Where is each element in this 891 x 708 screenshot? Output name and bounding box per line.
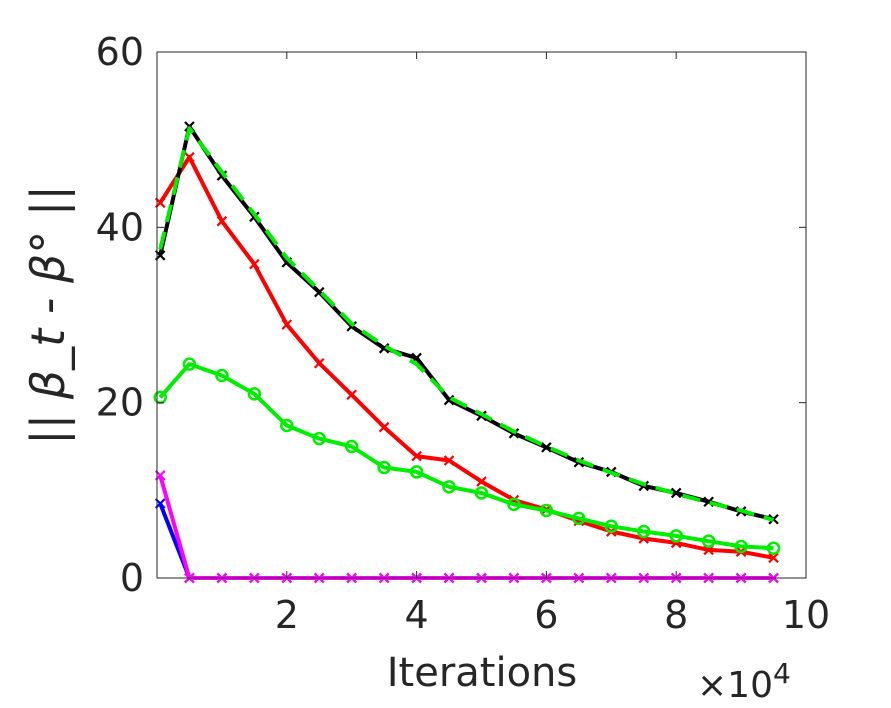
data-point: [443, 455, 455, 466]
data-point: [182, 357, 197, 371]
x-axis-multiplier-base: ×10: [697, 665, 773, 703]
x-axis-label: Iterations: [387, 650, 578, 696]
data-point: [541, 442, 552, 453]
data-point: [344, 439, 359, 454]
ticks-layer: 2 4 6 8 10 0 20 40 60: [96, 30, 831, 637]
data-point: [280, 418, 294, 433]
data-point: [476, 476, 487, 487]
x-axis-multiplier-exponent: 4: [773, 657, 791, 690]
data-point: [669, 529, 683, 543]
series-4: [153, 357, 781, 555]
data-point: [670, 487, 682, 499]
data-point: [442, 480, 456, 494]
x-axis-multiplier: ×104: [697, 657, 791, 703]
y-tick-label: 60: [96, 30, 144, 74]
data-point: [637, 524, 651, 539]
data-point: [539, 503, 554, 518]
data-point: [701, 534, 716, 548]
data-point: [184, 151, 195, 163]
data-point: [249, 258, 260, 270]
data-point: [346, 389, 357, 401]
data-point: [474, 486, 489, 500]
series-line: [158, 126, 775, 523]
x-tick-label: 10: [782, 593, 830, 637]
data-point: [312, 431, 326, 446]
x-tick-label: 8: [664, 593, 688, 637]
data-point: [766, 541, 781, 555]
x-tick-label: 6: [534, 593, 558, 637]
y-tick-label: 40: [96, 205, 144, 249]
data-point: [313, 357, 325, 369]
data-point: [734, 539, 748, 554]
data-point: [409, 465, 424, 479]
plot-area: [157, 52, 806, 578]
data-point: [378, 421, 390, 433]
data-point: [572, 511, 586, 526]
series-line: [158, 155, 774, 560]
series-6: [158, 126, 775, 523]
x-tick-label: 2: [275, 593, 299, 637]
data-point: [215, 368, 229, 383]
y-tick-label: 20: [96, 381, 144, 425]
y-tick-label: 0: [120, 556, 144, 600]
data-point: [281, 319, 293, 330]
x-tick-label: 4: [405, 593, 429, 637]
data-point: [604, 519, 619, 534]
data-point: [216, 215, 228, 227]
data-point: [411, 450, 422, 462]
data-point: [216, 170, 228, 181]
plot-frame: [156, 51, 807, 579]
data-point: [507, 497, 521, 512]
data-point: [768, 552, 779, 564]
data-point: [247, 387, 262, 401]
y-axis-label: || β_t - β° ||: [21, 185, 76, 445]
data-point: [377, 460, 391, 475]
